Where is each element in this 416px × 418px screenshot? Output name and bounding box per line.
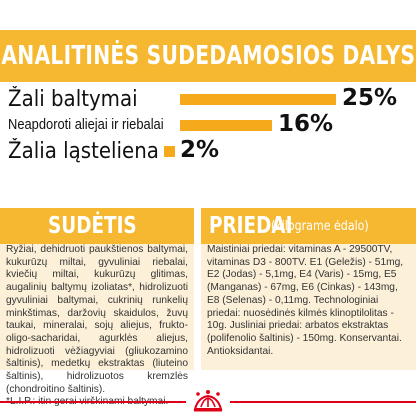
- composition-panel: Ryžiai, dehidruoti paukštienos baltymai,…: [0, 244, 194, 407]
- footer-line-right: [230, 401, 416, 403]
- nutrient-label: Neapdoroti aliejai ir riebalai: [8, 116, 164, 133]
- nutrient-label: Žali baltymai: [8, 87, 138, 112]
- nutrient-bar: [180, 94, 336, 105]
- additives-subtitle: (kilograme ėdalo): [271, 218, 370, 234]
- composition-text: Ryžiai, dehidruoti paukštienos baltymai,…: [6, 244, 188, 407]
- nutrient-value: 25%: [342, 85, 398, 111]
- nutrient-bar: [164, 146, 175, 157]
- nutrient-bar: [180, 120, 272, 131]
- nutrient-value: 16%: [278, 111, 334, 137]
- additives-text: Maistiniai priedai: vitaminas A - 29500T…: [207, 244, 404, 357]
- analysis-header: ANALITINĖS SUDEDAMOSIOS DALYS: [0, 30, 416, 82]
- additives-title: PRIEDAI: [209, 213, 293, 239]
- nutrient-value: 2%: [180, 137, 220, 163]
- royal-canin-crown-icon: [191, 387, 225, 413]
- additives-panel: Maistiniai priedai: vitaminas A - 29500T…: [201, 244, 416, 370]
- composition-title: SUDĖTIS: [48, 213, 137, 239]
- composition-header: SUDĖTIS: [0, 208, 194, 244]
- additives-header: PRIEDAI (kilograme ėdalo): [201, 208, 416, 244]
- analysis-title: ANALITINĖS SUDEDAMOSIOS DALYS: [1, 41, 415, 71]
- footer-line-left: [0, 401, 186, 403]
- nutrient-label: Žalia ląsteliena: [8, 139, 159, 164]
